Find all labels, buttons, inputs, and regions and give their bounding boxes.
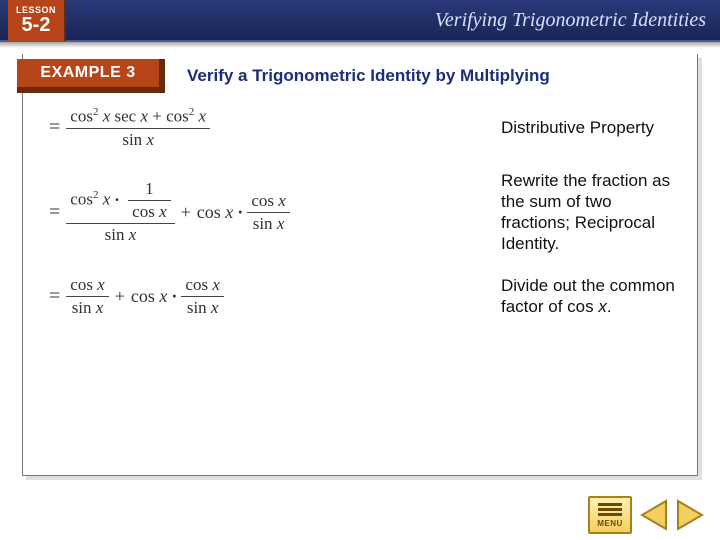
step-3-math: = cos x sin x + cos x · cos x sin x bbox=[49, 275, 487, 318]
step-1-explain: Distributive Property bbox=[501, 117, 679, 138]
lesson-number: 5-2 bbox=[22, 15, 51, 35]
example-header-row: EXAMPLE 3 Verify a Trigonometric Identit… bbox=[23, 54, 697, 98]
page-content: EXAMPLE 3 Verify a Trigonometric Identit… bbox=[22, 54, 698, 476]
menu-icon bbox=[598, 503, 622, 506]
step-2-math: = cos2 x· 1 cos x sin x + cos x · bbox=[49, 179, 487, 245]
step-1: = cos2 x sec x + cos2 x sin x Distributi… bbox=[49, 106, 679, 150]
lesson-badge: LESSON 5-2 bbox=[8, 0, 66, 41]
arrow-left-icon bbox=[638, 499, 668, 531]
next-button[interactable] bbox=[674, 496, 708, 534]
example-tag: EXAMPLE 3 bbox=[17, 59, 165, 93]
header-bar: LESSON 5-2 Verifying Trigonometric Ident… bbox=[0, 0, 720, 42]
header-shadow bbox=[0, 42, 720, 48]
step-3-explain: Divide out the common factor of cos x. bbox=[501, 275, 679, 318]
step-1-math: = cos2 x sec x + cos2 x sin x bbox=[49, 106, 487, 150]
step-3: = cos x sin x + cos x · cos x sin x Divi… bbox=[49, 275, 679, 318]
footer-nav: MENU bbox=[588, 496, 708, 534]
step-2-explain: Rewrite the fraction as the sum of two f… bbox=[501, 170, 679, 255]
header-title: Verifying Trigonometric Identities bbox=[435, 9, 706, 32]
menu-button[interactable]: MENU bbox=[588, 496, 632, 534]
menu-label: MENU bbox=[597, 519, 623, 528]
arrow-right-icon bbox=[676, 499, 706, 531]
steps-container: = cos2 x sec x + cos2 x sin x Distributi… bbox=[23, 98, 697, 318]
section-title: Verify a Trigonometric Identity by Multi… bbox=[187, 66, 550, 86]
step-2: = cos2 x· 1 cos x sin x + cos x · bbox=[49, 170, 679, 255]
prev-button[interactable] bbox=[636, 496, 670, 534]
